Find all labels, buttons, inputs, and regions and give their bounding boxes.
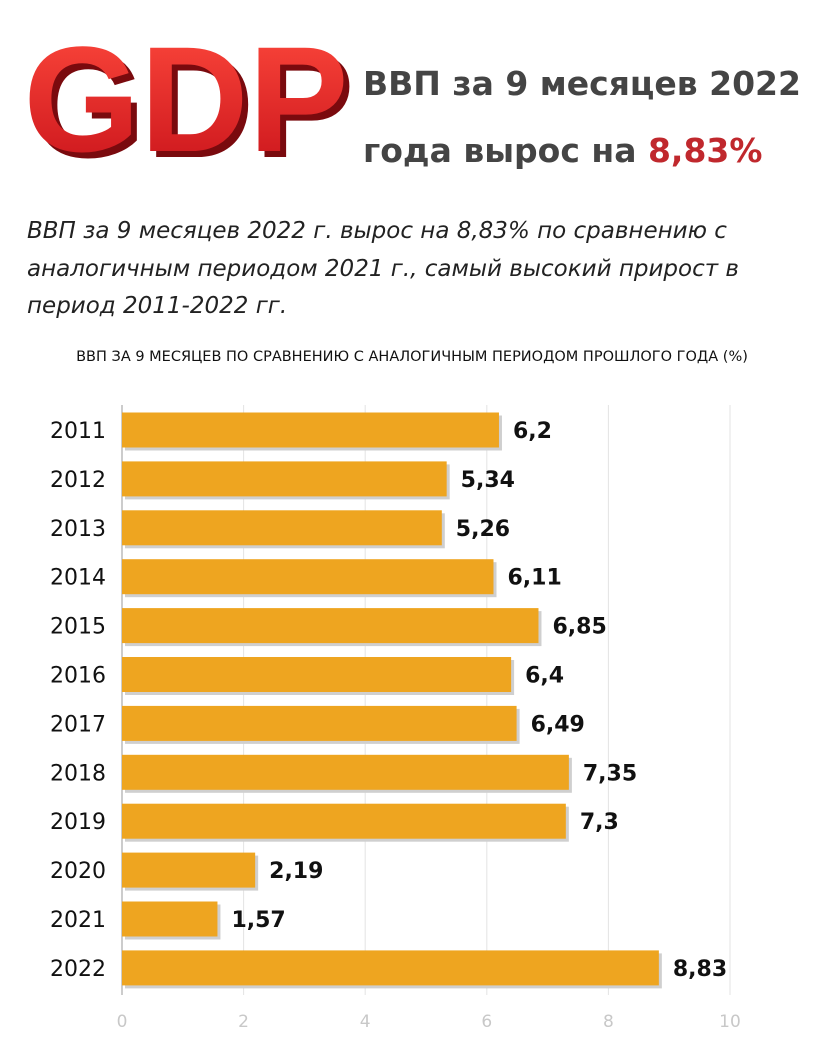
bar <box>122 559 494 595</box>
y-tick-label: 2011 <box>50 419 106 444</box>
y-tick-label: 2020 <box>50 859 106 884</box>
chart-title: ВВП ЗА 9 МЕСЯЦЕВ ПО СРАВНЕНИЮ С АНАЛОГИЧ… <box>76 349 748 365</box>
y-tick-label: 2015 <box>50 615 106 640</box>
title-text: года вырос на <box>363 131 648 170</box>
value-label: 6,4 <box>525 664 564 689</box>
value-label: 5,34 <box>461 468 515 493</box>
description: период 2011-2022 гг. <box>27 293 287 319</box>
bar <box>122 657 512 692</box>
value-label: 6,11 <box>507 566 561 591</box>
y-tick-label: 2022 <box>50 957 106 982</box>
y-tick-label: 2021 <box>50 908 106 933</box>
y-tick-label: 2014 <box>50 566 106 591</box>
value-label: 6,49 <box>531 712 585 737</box>
value-label: 7,3 <box>580 810 619 835</box>
y-tick-label: 2016 <box>50 664 106 689</box>
bar <box>122 510 442 546</box>
description: ВВП за 9 месяцев 2022 г. вырос на 8,83% … <box>27 218 727 244</box>
value-label: 8,83 <box>673 957 727 982</box>
bar <box>122 705 517 741</box>
logo: GDP <box>23 15 348 183</box>
y-tick-label: 2018 <box>50 761 106 786</box>
y-tick-label: 2019 <box>50 810 106 835</box>
x-tick-label: 6 <box>481 1012 492 1032</box>
bar <box>122 754 569 790</box>
y-tick-label: 2017 <box>50 712 106 737</box>
description: аналогичным периодом 2021 г., самый высо… <box>27 256 739 282</box>
y-tick-label: 2013 <box>50 517 106 542</box>
title-line: года вырос на 8,83% <box>363 131 762 170</box>
value-label: 7,35 <box>583 761 637 786</box>
bar <box>122 950 659 986</box>
x-tick-label: 10 <box>719 1012 741 1032</box>
bar <box>122 461 447 497</box>
title-line: ВВП за 9 месяцев 2022 <box>363 64 801 103</box>
title-highlight: 8,83% <box>648 131 763 170</box>
plot: 0 2 4 6 8 10 2011 6,2 2012 5,34 2013 5,26 2014 6,11 20… <box>50 405 741 1032</box>
value-label: 6,2 <box>513 419 552 444</box>
value-label: 5,26 <box>456 517 510 542</box>
bar <box>122 608 539 644</box>
bar <box>122 901 218 937</box>
x-tick-label: 0 <box>117 1012 128 1032</box>
x-tick-label: 2 <box>238 1012 249 1032</box>
logo-shadow: GDP <box>29 21 354 189</box>
x-tick-label: 4 <box>360 1012 371 1032</box>
value-label: 2,19 <box>269 859 323 884</box>
bar <box>122 852 256 888</box>
x-tick-label: 8 <box>603 1012 614 1032</box>
y-tick-label: 2012 <box>50 468 106 493</box>
value-label: 1,57 <box>231 908 285 933</box>
value-label: 6,85 <box>552 615 606 640</box>
bar <box>122 412 499 448</box>
bar <box>122 803 566 839</box>
